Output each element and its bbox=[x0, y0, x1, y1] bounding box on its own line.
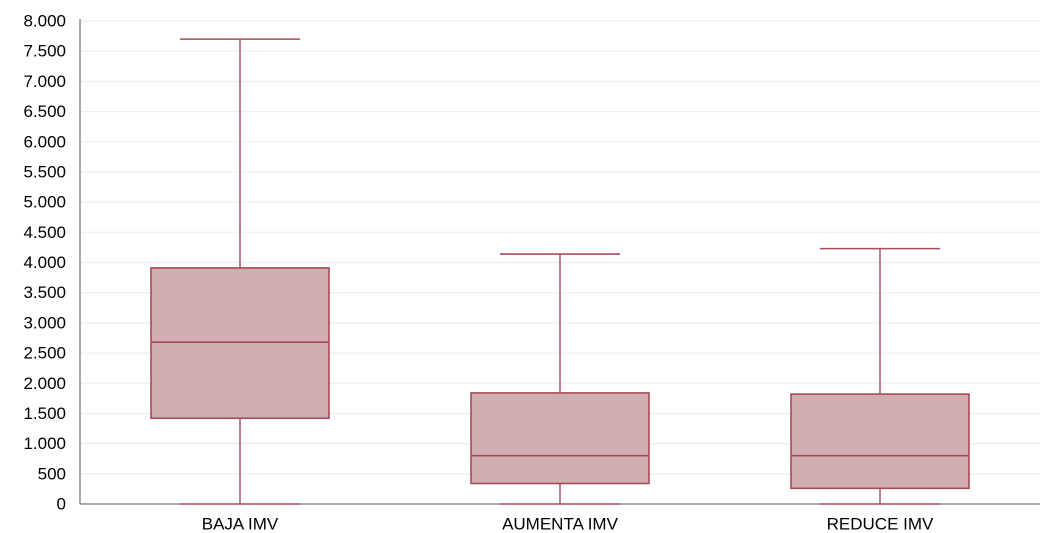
y-tick-label: 4.500 bbox=[23, 223, 66, 242]
iqr-box bbox=[470, 392, 650, 485]
y-tick-label: 5.000 bbox=[23, 193, 66, 212]
y-tick-label: 6.500 bbox=[23, 102, 66, 121]
y-tick-labels: 0 500 1.000 1.500 2.000 2.500 3.000 3.500 4.000 4… bbox=[23, 12, 66, 514]
y-tick-label: 6.000 bbox=[23, 132, 66, 151]
y-tick-label: 3.500 bbox=[23, 283, 66, 302]
y-tick-label: 1.500 bbox=[23, 404, 66, 423]
box-reduce-imv bbox=[790, 247, 970, 505]
x-tick-labels: BAJA IMV AUMENTA IMV REDUCE IMV bbox=[202, 515, 934, 533]
y-tick-label: 1.000 bbox=[23, 434, 66, 453]
box-aumenta-imv bbox=[470, 253, 650, 505]
y-tick-label: 500 bbox=[38, 464, 66, 483]
y-tick-label: 2.000 bbox=[23, 374, 66, 393]
y-tick-label: 8.000 bbox=[23, 12, 66, 31]
y-tick-label: 3.000 bbox=[23, 313, 66, 332]
box-baja-imv bbox=[150, 38, 330, 505]
y-tick-label: 7.000 bbox=[23, 72, 66, 91]
y-tick-label: 5.500 bbox=[23, 162, 66, 181]
y-tick-label: 4.000 bbox=[23, 253, 66, 272]
x-tick-label: AUMENTA IMV bbox=[502, 515, 619, 533]
x-tick-label: REDUCE IMV bbox=[827, 515, 934, 533]
y-tick-label: 2.500 bbox=[23, 344, 66, 363]
boxes bbox=[150, 38, 970, 505]
y-tick-label: 0 bbox=[57, 495, 66, 514]
iqr-box bbox=[790, 393, 970, 490]
iqr-box bbox=[150, 267, 330, 420]
x-tick-label: BAJA IMV bbox=[202, 515, 279, 533]
y-tick-label: 7.500 bbox=[23, 42, 66, 61]
